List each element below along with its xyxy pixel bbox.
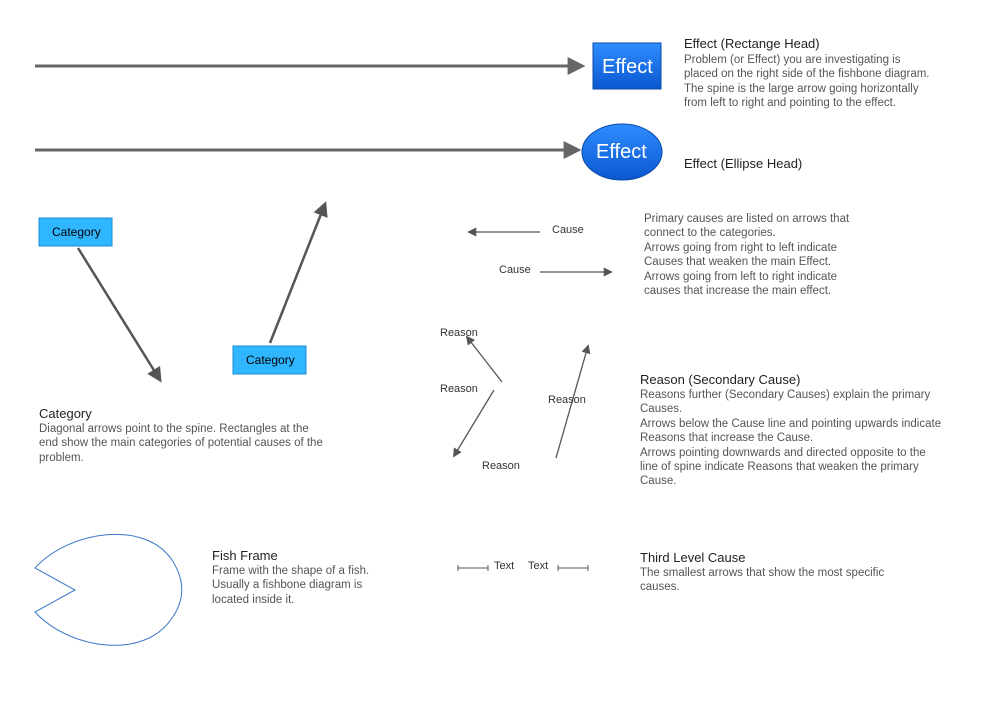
diagram-stage: Effect Effect Effect (Rectange Head) Pro… <box>0 0 1001 707</box>
third-label-right: Text <box>528 560 548 574</box>
category-box-top-label: Category <box>52 225 101 239</box>
effect-rect-title: Effect (Rectange Head) <box>684 36 820 52</box>
reason-arrow-up <box>467 337 502 382</box>
reason-desc: Reasons further (Secondary Causes) expla… <box>640 388 960 489</box>
reason-label-bot: Reason <box>482 460 520 474</box>
third-desc: The smallest arrows that show the most s… <box>640 566 940 595</box>
reason-arrow-down <box>454 390 494 456</box>
reason-title: Reason (Secondary Cause) <box>640 372 800 388</box>
fish-title: Fish Frame <box>212 548 278 564</box>
cause-desc: Primary causes are listed on arrows that… <box>644 212 904 298</box>
fish-desc: Frame with the shape of a fish. Usually … <box>212 564 412 607</box>
reason-label-up: Reason <box>440 327 478 341</box>
reason-label-mid: Reason <box>440 383 478 397</box>
third-label-left: Text <box>494 560 514 574</box>
category-desc: Diagonal arrows point to the spine. Rect… <box>39 422 349 465</box>
category-box-bottom-label: Category <box>246 353 295 367</box>
category-arrow-up <box>270 204 325 343</box>
effect-ellipse-title: Effect (Ellipse Head) <box>684 156 802 172</box>
effect-rect-label: Effect <box>602 56 653 79</box>
cause-label-right: Cause <box>499 264 531 278</box>
fish-frame-shape <box>35 534 182 645</box>
third-title: Third Level Cause <box>640 550 746 566</box>
category-title: Category <box>39 406 92 422</box>
reason-label-up2: Reason <box>548 394 586 408</box>
cause-label-left: Cause <box>552 224 584 238</box>
category-arrow-down <box>78 248 160 380</box>
effect-ellipse-label: Effect <box>596 141 647 164</box>
effect-rect-desc: Problem (or Effect) you are investigatin… <box>684 53 944 111</box>
